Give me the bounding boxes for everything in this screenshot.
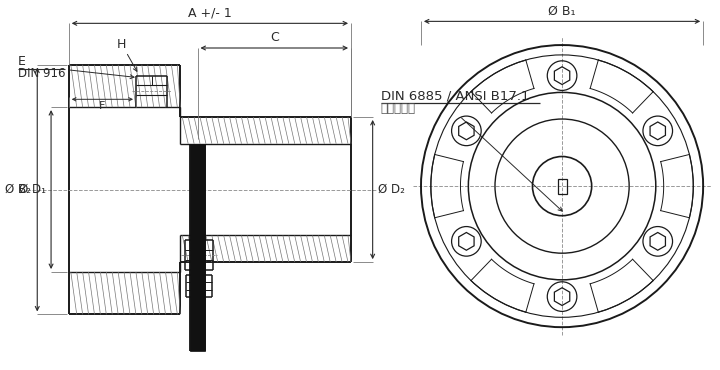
Text: Ø D₁: Ø D₁ <box>19 183 46 196</box>
Text: F: F <box>99 101 106 111</box>
Bar <box>557 179 567 194</box>
Text: A +/- 1: A +/- 1 <box>188 6 232 19</box>
Text: C: C <box>270 31 279 44</box>
Text: DIN 916: DIN 916 <box>17 67 65 80</box>
Text: E: E <box>17 55 25 68</box>
Bar <box>190 144 205 351</box>
Text: Ø B₂: Ø B₂ <box>6 183 32 196</box>
Text: 或特殊尺寸: 或特殊尺寸 <box>381 102 415 115</box>
Text: Ø D₂: Ø D₂ <box>377 183 405 196</box>
Text: Ø B₁: Ø B₁ <box>549 4 576 17</box>
Text: DIN 6885 / ANSI B17.1: DIN 6885 / ANSI B17.1 <box>381 89 529 102</box>
Text: H: H <box>117 38 126 51</box>
